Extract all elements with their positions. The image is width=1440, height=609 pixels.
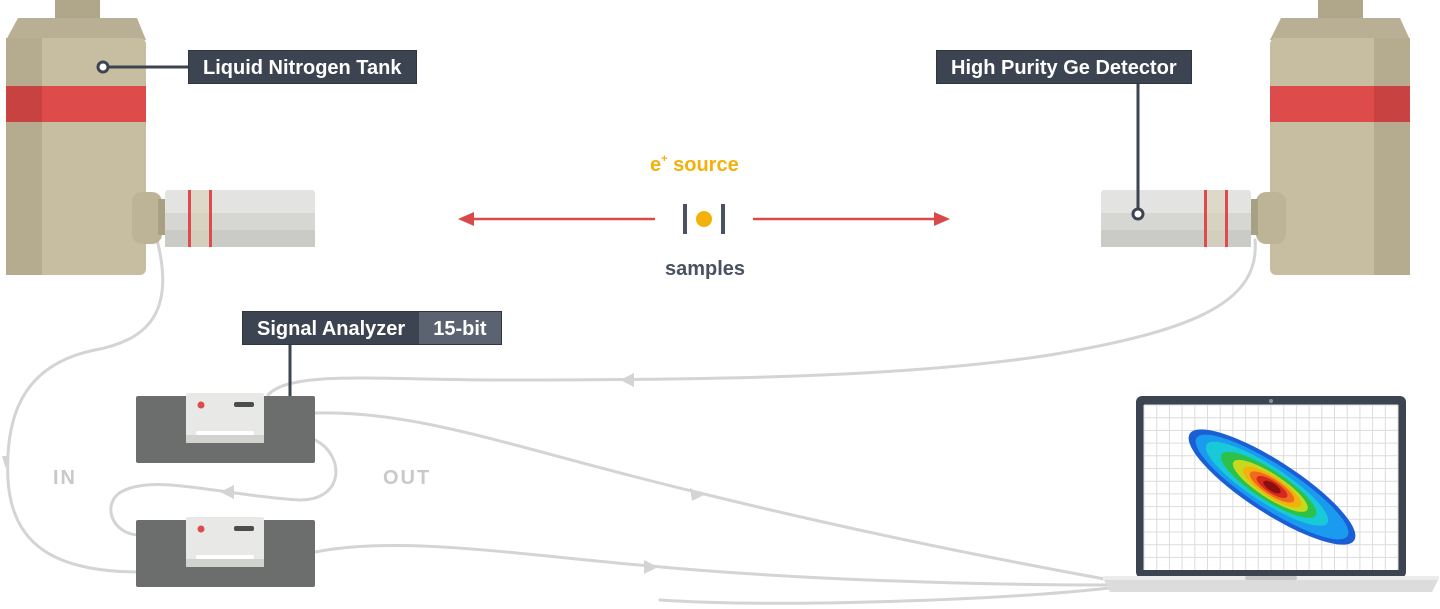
cables	[6, 238, 1257, 605]
analyzer-bits: 15-bit	[419, 312, 501, 344]
in-label: IN	[53, 467, 77, 489]
arrow-right-icon	[753, 212, 950, 226]
tank-label: Liquid Nitrogen Tank	[188, 50, 417, 84]
cable-arrow-icon	[644, 560, 658, 574]
liquid-nitrogen-tank-right	[1270, 0, 1410, 275]
laptop-icon	[1103, 396, 1439, 592]
cable-right-detector	[266, 238, 1257, 397]
analyzer-name: Signal Analyzer	[257, 318, 406, 340]
out-label: OUT	[383, 467, 432, 489]
cable-left-detector	[6, 238, 165, 574]
heatmap-plot-icon	[1188, 429, 1356, 545]
liquid-nitrogen-tank-left	[6, 0, 146, 275]
ge-detector-right	[1101, 190, 1286, 247]
arrow-left-icon	[458, 212, 655, 226]
ge-detector-left	[132, 190, 315, 247]
positron-source-icon	[683, 204, 725, 234]
cable-arrow-icon	[620, 373, 634, 387]
source-suffix: source	[667, 154, 739, 176]
source-prefix: e	[650, 154, 662, 176]
source-sup: +	[661, 153, 668, 165]
cable-out-top	[313, 411, 1112, 582]
cable-out-bottom	[313, 543, 1112, 587]
analyzer-module-top	[136, 393, 315, 463]
cable-module-loop	[109, 438, 338, 537]
detector-label: High Purity Ge Detector	[936, 50, 1192, 84]
cable-arrow-icon	[690, 488, 704, 501]
signal-analyzer-label: Signal Analyzer 15-bit	[242, 311, 502, 345]
cable-arrows	[2, 373, 704, 574]
cable-arrow-icon	[220, 485, 234, 499]
cable-under-laptop	[658, 586, 1112, 605]
cable-arrow-icon	[2, 456, 9, 468]
analyzer-module-bottom	[136, 517, 315, 587]
source-label: e+ source	[650, 153, 739, 177]
samples-label: samples	[665, 258, 746, 280]
